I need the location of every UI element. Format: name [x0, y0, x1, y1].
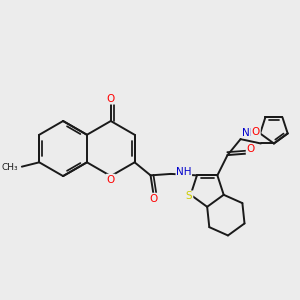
Text: O: O [252, 127, 260, 137]
Text: NH: NH [176, 167, 192, 177]
Text: S: S [186, 191, 193, 201]
Text: O: O [107, 94, 115, 104]
Text: O: O [149, 194, 158, 203]
Text: NH: NH [242, 128, 257, 138]
Text: O: O [107, 175, 115, 184]
Text: CH₃: CH₃ [2, 163, 18, 172]
Text: O: O [247, 144, 255, 154]
